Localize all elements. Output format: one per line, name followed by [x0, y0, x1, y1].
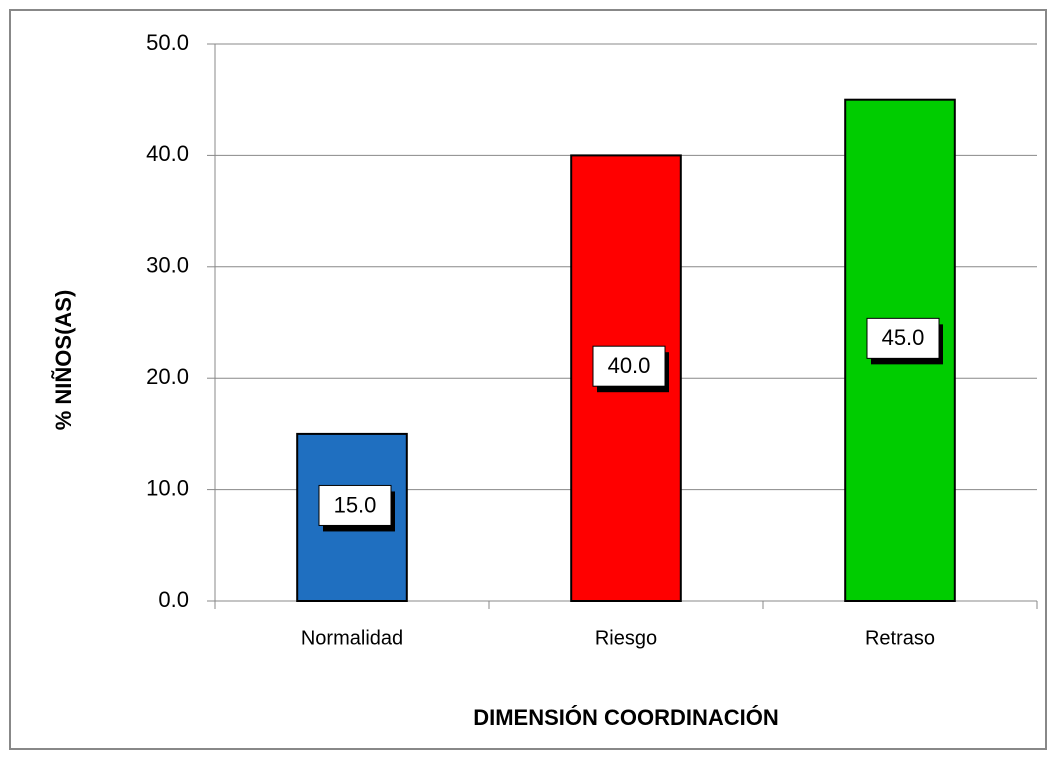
value-label: 40.0 [608, 353, 651, 378]
x-axis-title: DIMENSIÓN COORDINACIÓN [473, 705, 779, 730]
value-label: 45.0 [882, 325, 925, 350]
x-tick-label: Retraso [865, 627, 935, 649]
y-tick-label: 50.0 [146, 30, 189, 55]
y-tick-label: 40.0 [146, 141, 189, 166]
y-tick-label: 0.0 [158, 587, 189, 612]
value-label-box [592, 345, 666, 387]
value-label-box [318, 484, 392, 526]
x-tick-label: Normalidad [301, 627, 403, 649]
y-tick-label: 30.0 [146, 253, 189, 278]
y-axis-title: % NIÑOS(AS) [51, 290, 76, 431]
value-label-box [866, 317, 940, 359]
y-tick-label: 20.0 [146, 364, 189, 389]
y-tick-label: 10.0 [146, 475, 189, 500]
value-label: 15.0 [334, 492, 377, 517]
x-tick-label: Riesgo [595, 627, 657, 649]
